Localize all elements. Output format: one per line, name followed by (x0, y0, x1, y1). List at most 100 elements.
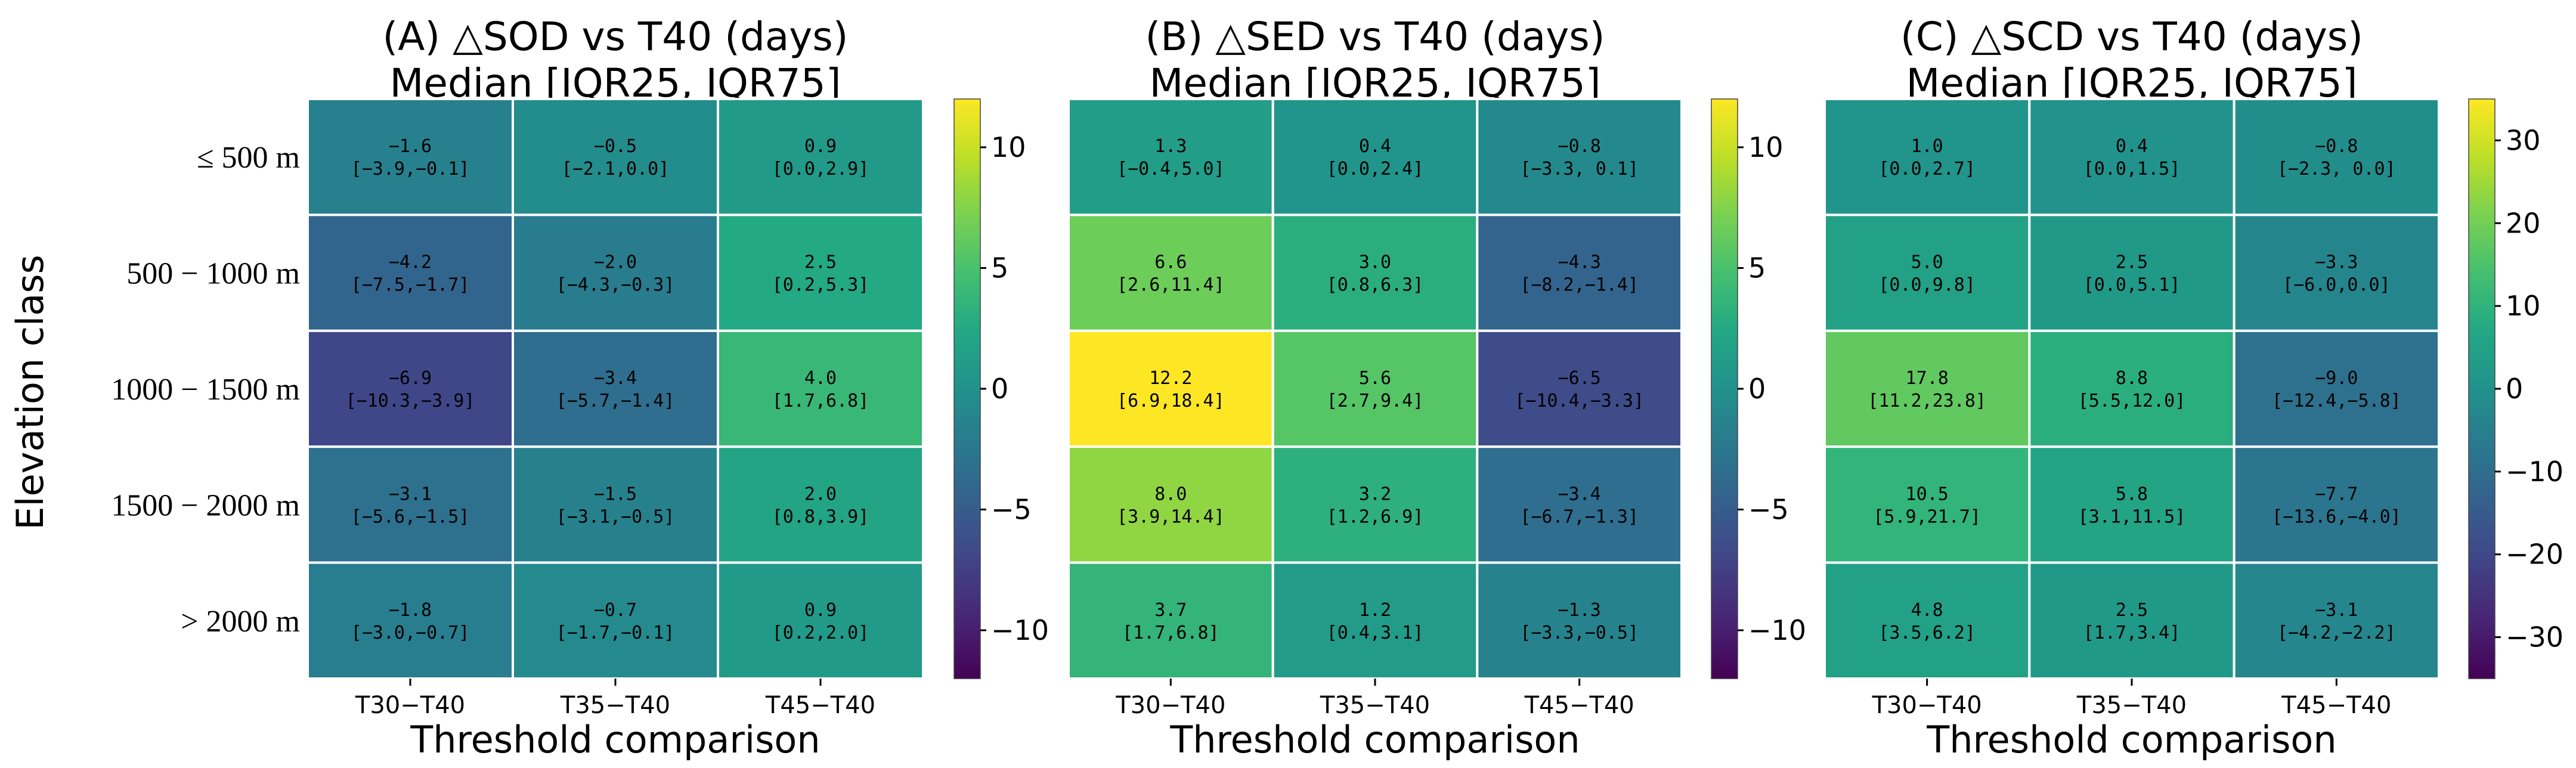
colorbar-strip (954, 311, 980, 317)
colorbar-strip (1711, 572, 1738, 578)
colorbar-strip (1711, 427, 1738, 433)
heatmap-cell (1067, 98, 1274, 216)
cell-median-label: −6.5 (1558, 368, 1601, 389)
colorbar-strip (1711, 239, 1738, 244)
colorbar-strip (1711, 335, 1738, 341)
cell-iqr-label: [−6.0,0.0] (2283, 275, 2391, 296)
colorbar-strip (954, 659, 980, 665)
cell-median-label: 3.2 (1359, 484, 1391, 504)
colorbar-tick-label: 0 (1748, 373, 1766, 405)
colorbar-tick-label: 10 (2506, 290, 2541, 322)
colorbar-strip (1711, 210, 1738, 216)
colorbar-strip (1711, 451, 1738, 457)
colorbar-strip (1711, 654, 1738, 660)
cell-iqr-label: [−3.3,−0.5] (1520, 623, 1639, 643)
colorbar-strip (1711, 364, 1738, 370)
colorbar-strip (1711, 490, 1738, 496)
colorbar-strip (954, 181, 980, 187)
heatmap-cell (717, 445, 924, 564)
colorbar-strip (954, 210, 980, 216)
cell-iqr-label: [3.9,14.4] (1117, 506, 1225, 527)
colorbar-strip (954, 572, 980, 578)
colorbar-strip (954, 524, 980, 529)
x-tick-label: T30−T40 (1115, 692, 1225, 719)
cell-iqr-label: [−3.1,−0.5] (556, 506, 675, 527)
colorbar-strip (954, 99, 980, 104)
colorbar-strip (954, 625, 980, 631)
cell-median-label: 5.6 (1359, 368, 1391, 389)
colorbar-strip (954, 374, 980, 380)
colorbar-strip (1711, 562, 1738, 568)
heatmap-cell (717, 561, 924, 680)
colorbar-strip (2469, 374, 2495, 380)
colorbar-strip (2469, 132, 2495, 138)
cell-iqr-label: [−3.3, 0.1] (1520, 159, 1639, 179)
colorbar-strip (954, 514, 980, 520)
colorbar-strip (2469, 596, 2495, 602)
cell-iqr-label: [0.0,1.5] (2083, 159, 2181, 179)
colorbar-strip (954, 509, 980, 515)
heatmap-cell (306, 445, 514, 564)
colorbar-strip (1711, 442, 1738, 447)
colorbar-strip (1711, 326, 1738, 332)
colorbar-strip (2469, 514, 2495, 520)
colorbar-strip (954, 142, 980, 148)
x-tick-label: T30−T40 (355, 692, 465, 719)
colorbar-strip (1711, 253, 1738, 259)
cell-median-label: −3.1 (389, 484, 432, 504)
colorbar-tick-label: 10 (991, 131, 1026, 163)
cell-median-label: 0.9 (804, 136, 837, 157)
colorbar-strip (954, 215, 980, 221)
cell-median-label: −3.3 (2315, 252, 2358, 273)
colorbar-strip (954, 500, 980, 506)
colorbar-strip (2469, 137, 2495, 143)
colorbar-strip (954, 355, 980, 361)
heatmap-cell (717, 98, 924, 216)
cell-median-label: −1.8 (389, 600, 432, 621)
cell-median-label: −3.1 (2315, 600, 2358, 621)
cell-iqr-label: [0.0,2.9] (772, 159, 869, 179)
colorbar-strip (954, 104, 980, 109)
colorbar-strip (954, 635, 980, 640)
cell-median-label: 6.6 (1154, 252, 1187, 273)
colorbar-strip (1711, 142, 1738, 148)
colorbar-strip (2469, 263, 2495, 269)
colorbar-strip (2469, 534, 2495, 539)
x-tick-label: T35−T40 (560, 692, 670, 719)
cell-median-label: 0.4 (1359, 136, 1391, 157)
colorbar-strip (2469, 528, 2495, 534)
colorbar-strip (2469, 480, 2495, 486)
colorbar-tick-label: −10 (1748, 614, 1806, 646)
colorbar-strip (2469, 302, 2495, 308)
heatmap-cell (1271, 213, 1479, 332)
colorbar-strip (2469, 118, 2495, 124)
colorbar-strip (954, 654, 980, 660)
colorbar-strip (1711, 534, 1738, 539)
colorbar-strip (2469, 272, 2495, 278)
colorbar-strip (2469, 668, 2495, 674)
colorbar-strip (2469, 316, 2495, 322)
colorbar-strip (1711, 350, 1738, 356)
colorbar-strip (954, 596, 980, 602)
colorbar-strip (1711, 268, 1738, 274)
heatmap-cell (512, 445, 719, 564)
cell-iqr-label: [−4.3,−0.3] (556, 275, 675, 296)
colorbar-strip (1711, 437, 1738, 442)
colorbar-strip (1711, 528, 1738, 534)
colorbar-strip (954, 219, 980, 225)
colorbar-strip (1711, 330, 1738, 336)
colorbar-strip (1711, 104, 1738, 109)
cell-iqr-label: [−6.7,−1.3] (1520, 506, 1639, 527)
colorbar-strip (2469, 152, 2495, 157)
colorbar-strip (1711, 292, 1738, 298)
colorbar-strip (954, 176, 980, 182)
heatmap-cell (512, 329, 719, 448)
cell-median-label: −6.9 (389, 368, 432, 389)
colorbar-strip (1711, 258, 1738, 264)
colorbar-strip (2469, 664, 2495, 670)
colorbar-strip (1711, 205, 1738, 211)
colorbar-strip (1711, 190, 1738, 196)
heatmap-cell (2233, 329, 2441, 448)
colorbar-strip (1711, 166, 1738, 172)
